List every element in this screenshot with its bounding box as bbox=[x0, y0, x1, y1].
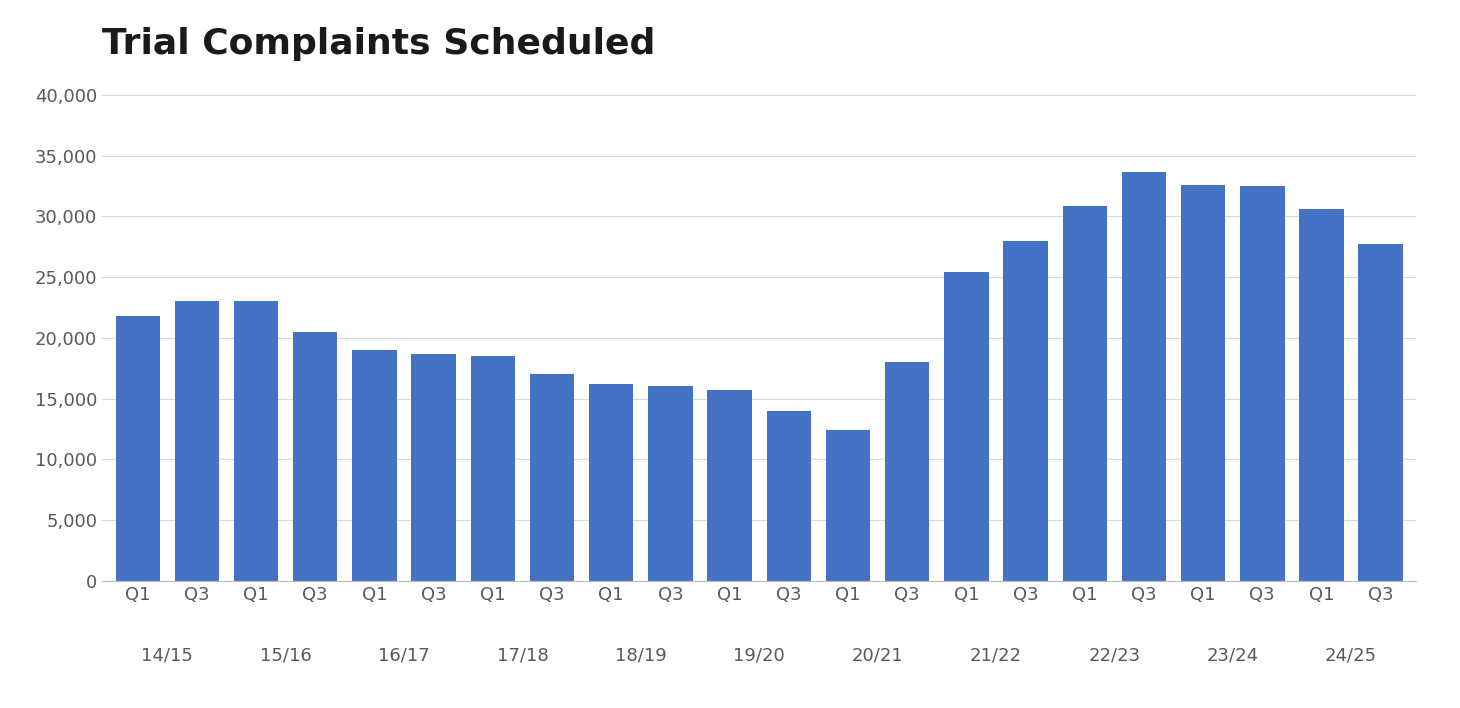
Bar bbox=[530, 375, 574, 581]
Bar bbox=[1358, 244, 1403, 581]
Bar bbox=[470, 356, 515, 581]
Bar bbox=[648, 387, 692, 581]
Bar bbox=[588, 384, 634, 581]
Text: 21/22: 21/22 bbox=[969, 647, 1022, 665]
Bar bbox=[1181, 185, 1225, 581]
Bar bbox=[766, 411, 810, 581]
Bar bbox=[1003, 241, 1048, 581]
Text: 24/25: 24/25 bbox=[1326, 647, 1377, 665]
Bar bbox=[826, 430, 870, 581]
Text: 18/19: 18/19 bbox=[615, 647, 667, 665]
Text: Trial Complaints Scheduled: Trial Complaints Scheduled bbox=[102, 27, 656, 61]
Bar bbox=[412, 353, 456, 581]
Bar bbox=[708, 390, 752, 581]
Text: 17/18: 17/18 bbox=[496, 647, 549, 665]
Bar bbox=[1299, 209, 1343, 581]
Text: 22/23: 22/23 bbox=[1088, 647, 1140, 665]
Bar bbox=[1063, 205, 1107, 581]
Text: 20/21: 20/21 bbox=[851, 647, 904, 665]
Bar bbox=[885, 362, 930, 581]
Bar bbox=[1121, 171, 1167, 581]
Bar bbox=[293, 332, 337, 581]
Bar bbox=[945, 273, 988, 581]
Bar bbox=[175, 302, 219, 581]
Text: 23/24: 23/24 bbox=[1206, 647, 1259, 665]
Bar bbox=[1240, 186, 1285, 581]
Text: 16/17: 16/17 bbox=[378, 647, 429, 665]
Bar bbox=[234, 302, 279, 581]
Text: 19/20: 19/20 bbox=[733, 647, 785, 665]
Bar bbox=[352, 350, 397, 581]
Text: 14/15: 14/15 bbox=[142, 647, 193, 665]
Bar bbox=[115, 316, 161, 581]
Text: 15/16: 15/16 bbox=[260, 647, 311, 665]
